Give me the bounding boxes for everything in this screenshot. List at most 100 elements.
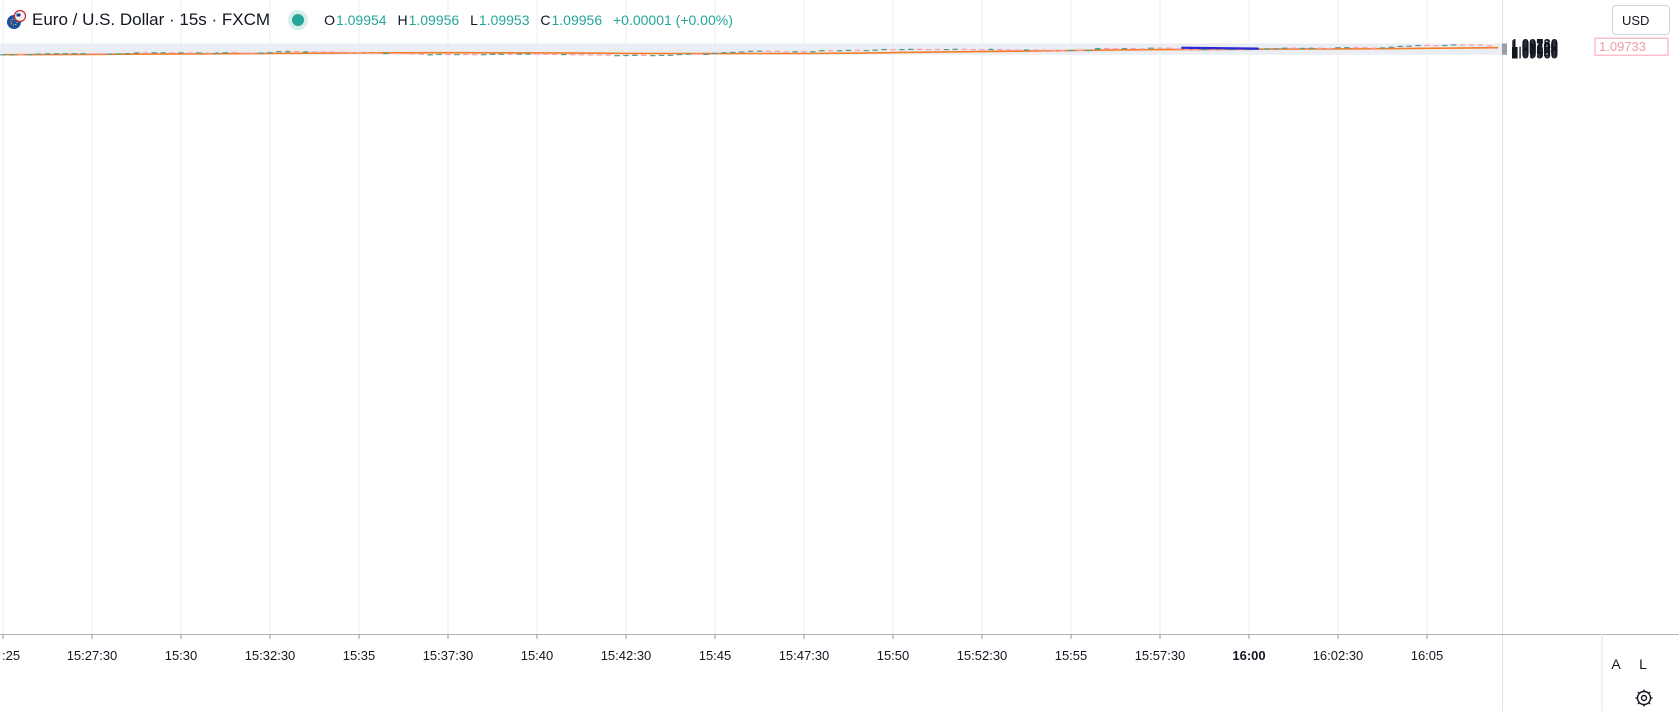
candle[interactable] [62, 53, 69, 55]
candle[interactable] [916, 48, 923, 51]
candle[interactable] [1272, 48, 1279, 50]
candle[interactable] [667, 54, 674, 56]
candle[interactable] [1388, 46, 1395, 48]
candle[interactable] [445, 53, 451, 56]
candle[interactable] [1094, 47, 1101, 51]
candle[interactable] [961, 48, 967, 50]
candle[interactable] [26, 54, 33, 56]
candle[interactable] [1424, 44, 1430, 46]
candle[interactable] [1477, 44, 1484, 46]
candle[interactable] [988, 48, 994, 51]
candle[interactable] [151, 52, 158, 54]
candle[interactable] [53, 53, 60, 55]
candle[interactable] [391, 52, 398, 55]
candle[interactable] [240, 52, 247, 54]
candle[interactable] [311, 51, 318, 53]
candle[interactable] [320, 51, 327, 53]
candle[interactable] [454, 53, 460, 56]
candle[interactable] [1139, 48, 1145, 50]
symbol-title[interactable]: Euro / U.S. Dollar · 15s · FXCM [32, 10, 271, 29]
candle[interactable] [578, 54, 585, 56]
candle[interactable] [1281, 47, 1288, 49]
candle[interactable] [18, 54, 24, 56]
candle[interactable] [1406, 45, 1412, 47]
candle[interactable] [267, 51, 273, 54]
candle[interactable] [525, 53, 531, 55]
candle[interactable] [658, 54, 665, 57]
candle[interactable] [997, 48, 1003, 51]
candle[interactable] [756, 50, 763, 52]
candle[interactable] [1450, 44, 1457, 46]
candle[interactable] [543, 53, 549, 55]
candle[interactable] [810, 51, 816, 53]
candle[interactable] [1353, 46, 1359, 49]
candle[interactable] [1397, 45, 1404, 48]
candle[interactable] [1442, 44, 1448, 47]
candle[interactable] [365, 52, 371, 54]
candle[interactable] [970, 48, 976, 51]
candle[interactable] [98, 53, 104, 55]
candle[interactable] [1086, 49, 1092, 52]
candle[interactable] [730, 51, 736, 54]
candle[interactable] [641, 54, 647, 56]
candle[interactable] [1068, 49, 1074, 52]
candle[interactable] [836, 50, 843, 52]
candle[interactable] [712, 52, 718, 55]
candle[interactable] [436, 53, 442, 56]
candle[interactable] [498, 53, 505, 55]
candle[interactable] [721, 52, 727, 54]
candle[interactable] [329, 51, 336, 53]
candle[interactable] [356, 51, 362, 54]
candle[interactable] [845, 49, 852, 52]
candle[interactable] [819, 50, 825, 52]
candle[interactable] [783, 51, 789, 53]
candle[interactable] [774, 50, 781, 52]
candle[interactable] [1014, 49, 1021, 51]
candle[interactable] [400, 53, 407, 55]
candle[interactable] [9, 54, 15, 56]
candle[interactable] [1326, 47, 1332, 50]
candle[interactable] [792, 51, 798, 53]
candle[interactable] [765, 50, 772, 52]
candle[interactable] [1041, 49, 1048, 51]
candle[interactable] [890, 48, 896, 51]
candle[interactable] [801, 51, 807, 53]
candle[interactable] [899, 48, 905, 51]
log-scale-button[interactable]: L [1632, 653, 1654, 675]
candle[interactable] [934, 48, 941, 51]
candle[interactable] [605, 54, 611, 56]
candle[interactable] [1032, 49, 1039, 51]
candle[interactable] [738, 51, 745, 53]
candle[interactable] [35, 53, 42, 55]
candle[interactable] [213, 52, 220, 54]
candle[interactable] [596, 54, 603, 56]
candle[interactable] [1335, 47, 1341, 49]
settings-gear-icon[interactable] [1633, 687, 1655, 709]
candle[interactable] [1344, 46, 1350, 49]
candle[interactable] [685, 53, 692, 55]
candle[interactable] [507, 53, 514, 55]
candle[interactable] [979, 49, 985, 51]
candle[interactable] [160, 52, 166, 54]
candle[interactable] [204, 52, 211, 54]
candle[interactable] [1317, 47, 1323, 49]
candle[interactable] [480, 54, 487, 56]
candle[interactable] [107, 53, 113, 55]
candle[interactable] [231, 51, 238, 54]
candle[interactable] [1121, 47, 1128, 50]
candle[interactable] [516, 53, 522, 55]
candle[interactable] [338, 51, 344, 53]
market-status-dot[interactable] [292, 14, 305, 26]
candle[interactable] [169, 52, 175, 54]
candle[interactable] [133, 52, 140, 54]
candle[interactable] [196, 52, 202, 54]
trend-line-drawing[interactable] [1181, 46, 1260, 50]
candle[interactable] [614, 54, 620, 57]
candle[interactable] [1361, 46, 1368, 49]
flag-icon[interactable] [6, 9, 27, 30]
candle[interactable] [0, 54, 6, 56]
candle[interactable] [382, 52, 389, 55]
candle[interactable] [854, 49, 861, 52]
candle[interactable] [1459, 44, 1466, 46]
